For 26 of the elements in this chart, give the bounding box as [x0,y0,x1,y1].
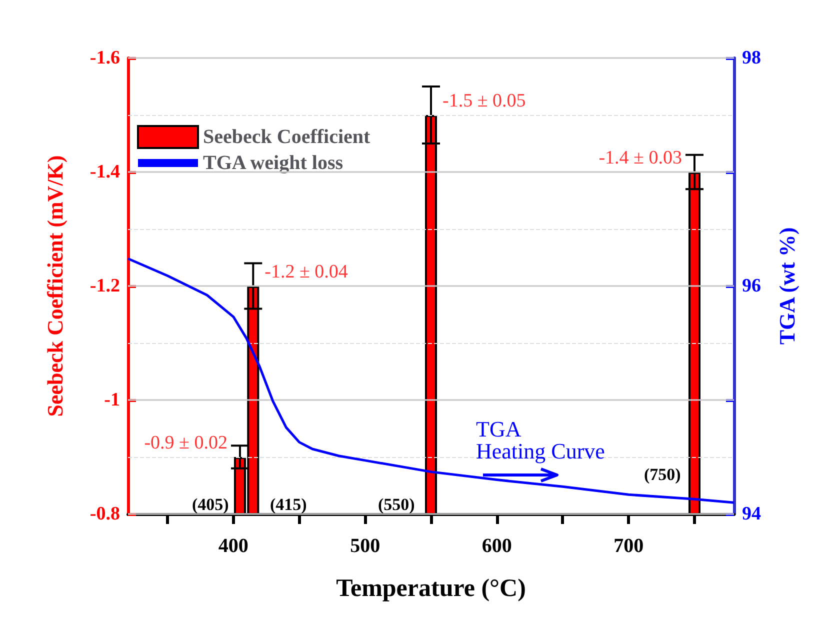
y-tick-label: -1.2 [90,276,120,296]
y-tick-label: -1 [104,390,120,410]
y-tick-label: -0.8 [90,504,120,524]
annotation: (550) [378,495,415,514]
y2-tick-label: 96 [742,276,761,296]
annotation: (750) [644,465,681,484]
annotation: -1.5 ± 0.05 [442,90,526,112]
annotation: -1.2 ± 0.04 [264,262,348,282]
y2-tick-label: 94 [742,504,762,524]
x-axis-title: Temperature (°C) [336,575,526,602]
y2-axis-title: TGA (wt %) [774,227,800,345]
annotation: -0.9 ± 0.02 [144,432,228,454]
annotation: (415) [270,495,307,514]
y-axis-title: Seebeck Coefficient (mV/K) [42,155,68,417]
x-tick-label: 700 [614,535,644,557]
x-tick-label: 400 [218,535,248,557]
annotation: TGA Heating Curve [476,416,605,464]
annotation: (405) [192,495,229,514]
x-tick-label: 500 [350,535,380,557]
y-tick-label: -1.6 [90,48,120,68]
y-tick-label: -1.4 [90,162,120,182]
annotation: -1.4 ± 0.03 [598,148,682,168]
legend-label: TGA weight loss [203,152,344,174]
legend-label: Seebeck Coefficient [203,126,371,148]
x-tick-label: 600 [482,535,512,557]
y2-tick-label: 98 [742,48,761,68]
